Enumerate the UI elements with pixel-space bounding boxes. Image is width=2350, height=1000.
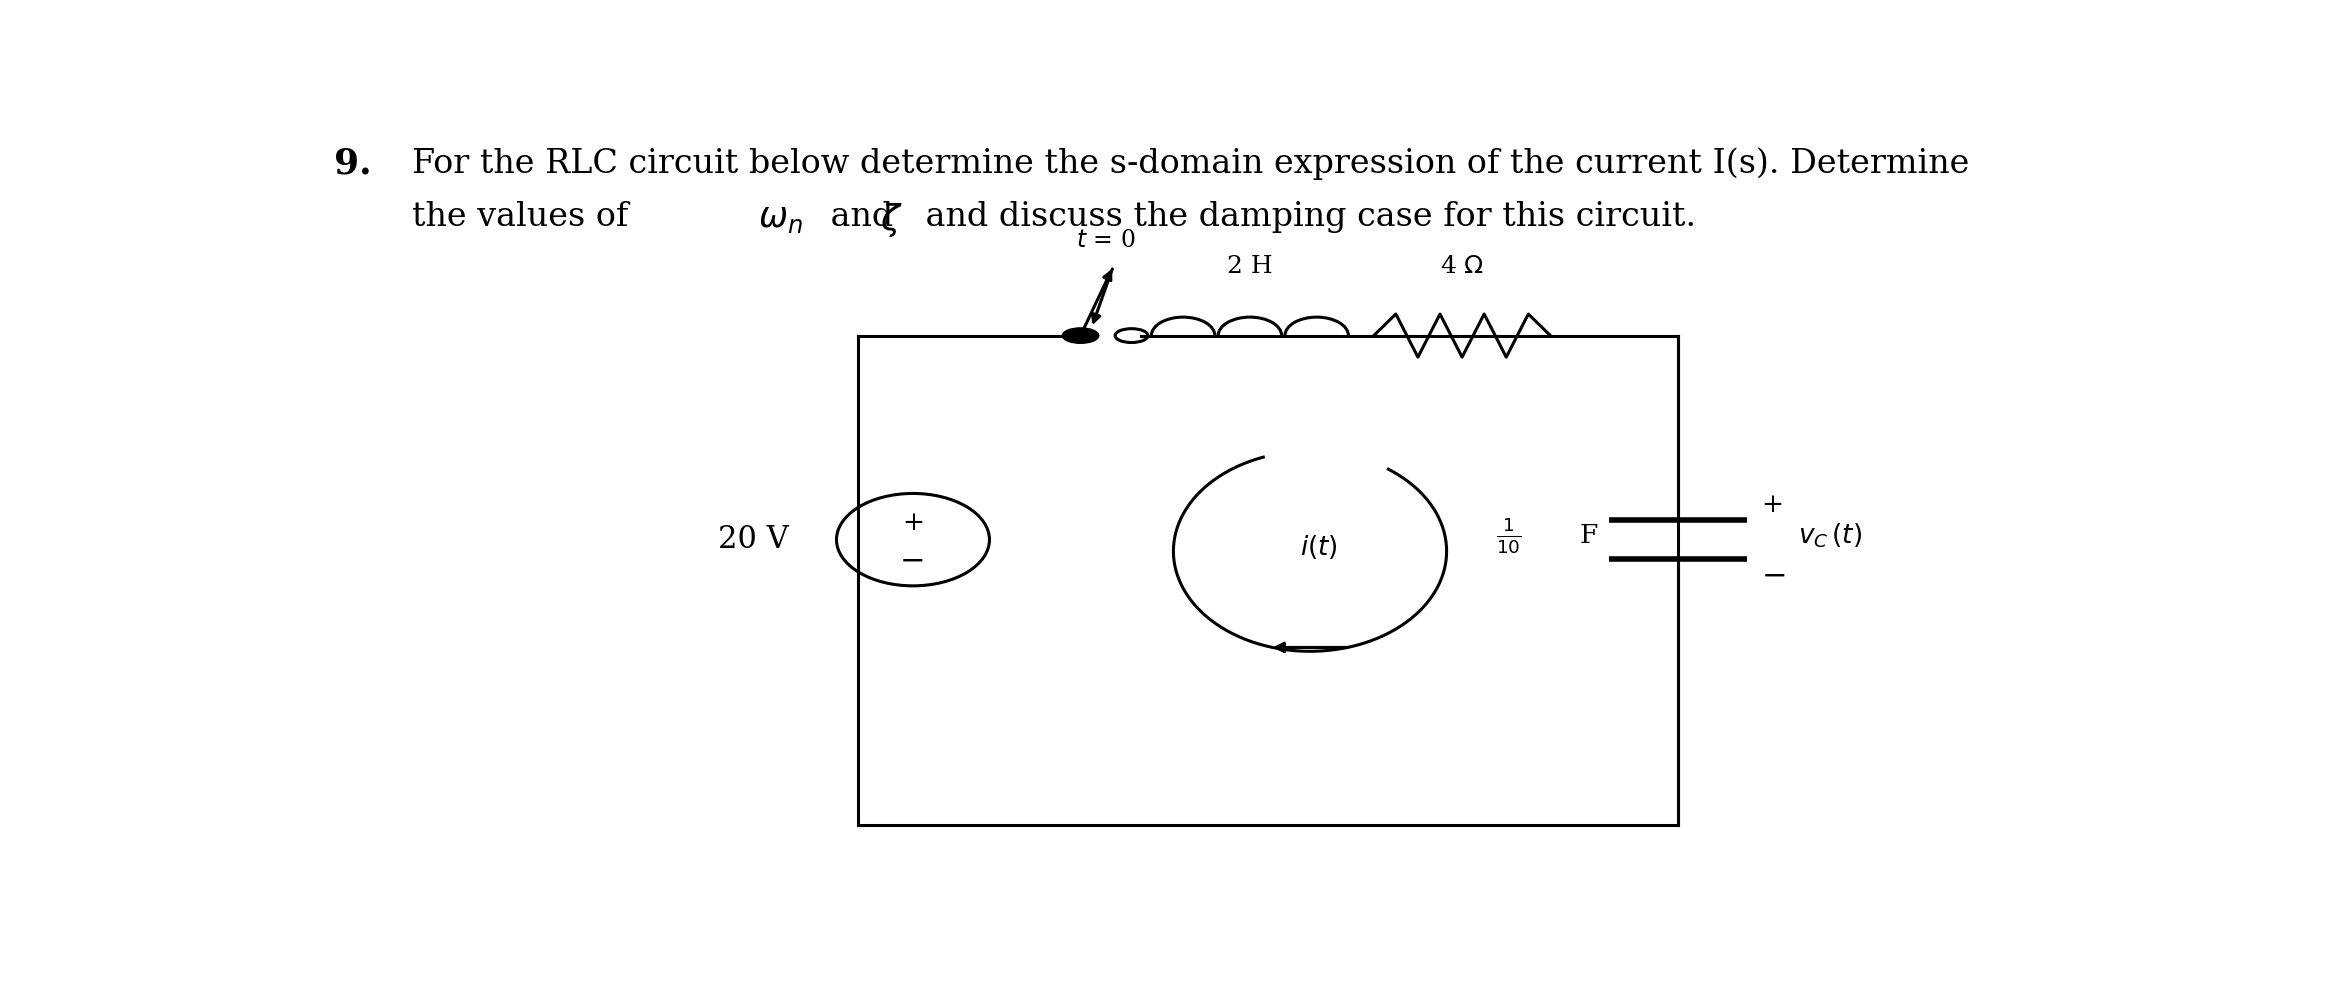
Circle shape (1062, 328, 1100, 343)
Text: and discuss the damping case for this circuit.: and discuss the damping case for this ci… (914, 201, 1697, 233)
Text: +: + (1762, 492, 1784, 518)
Text: the values of: the values of (411, 201, 639, 233)
Text: $v_C\,(t)$: $v_C\,(t)$ (1798, 522, 1861, 550)
Text: For the RLC circuit below determine the s-domain expression of the current I(s).: For the RLC circuit below determine the … (411, 147, 1969, 180)
Text: $t$ = 0: $t$ = 0 (1076, 229, 1135, 252)
Text: +: + (902, 510, 924, 535)
Text: 4 $\Omega$: 4 $\Omega$ (1441, 255, 1485, 278)
Text: $i(t)$: $i(t)$ (1300, 533, 1337, 561)
Text: 2 H: 2 H (1227, 255, 1274, 278)
Text: $\frac{1}{10}$: $\frac{1}{10}$ (1497, 516, 1520, 556)
Text: −: − (900, 546, 926, 577)
Text: 9.: 9. (334, 147, 371, 181)
Text: F: F (1579, 523, 1598, 548)
Text: −: − (1762, 560, 1788, 591)
Text: 20 V: 20 V (719, 524, 790, 555)
Text: $\zeta$: $\zeta$ (881, 201, 902, 239)
Text: and: and (820, 201, 905, 233)
Text: $\omega_n$: $\omega_n$ (759, 201, 804, 235)
